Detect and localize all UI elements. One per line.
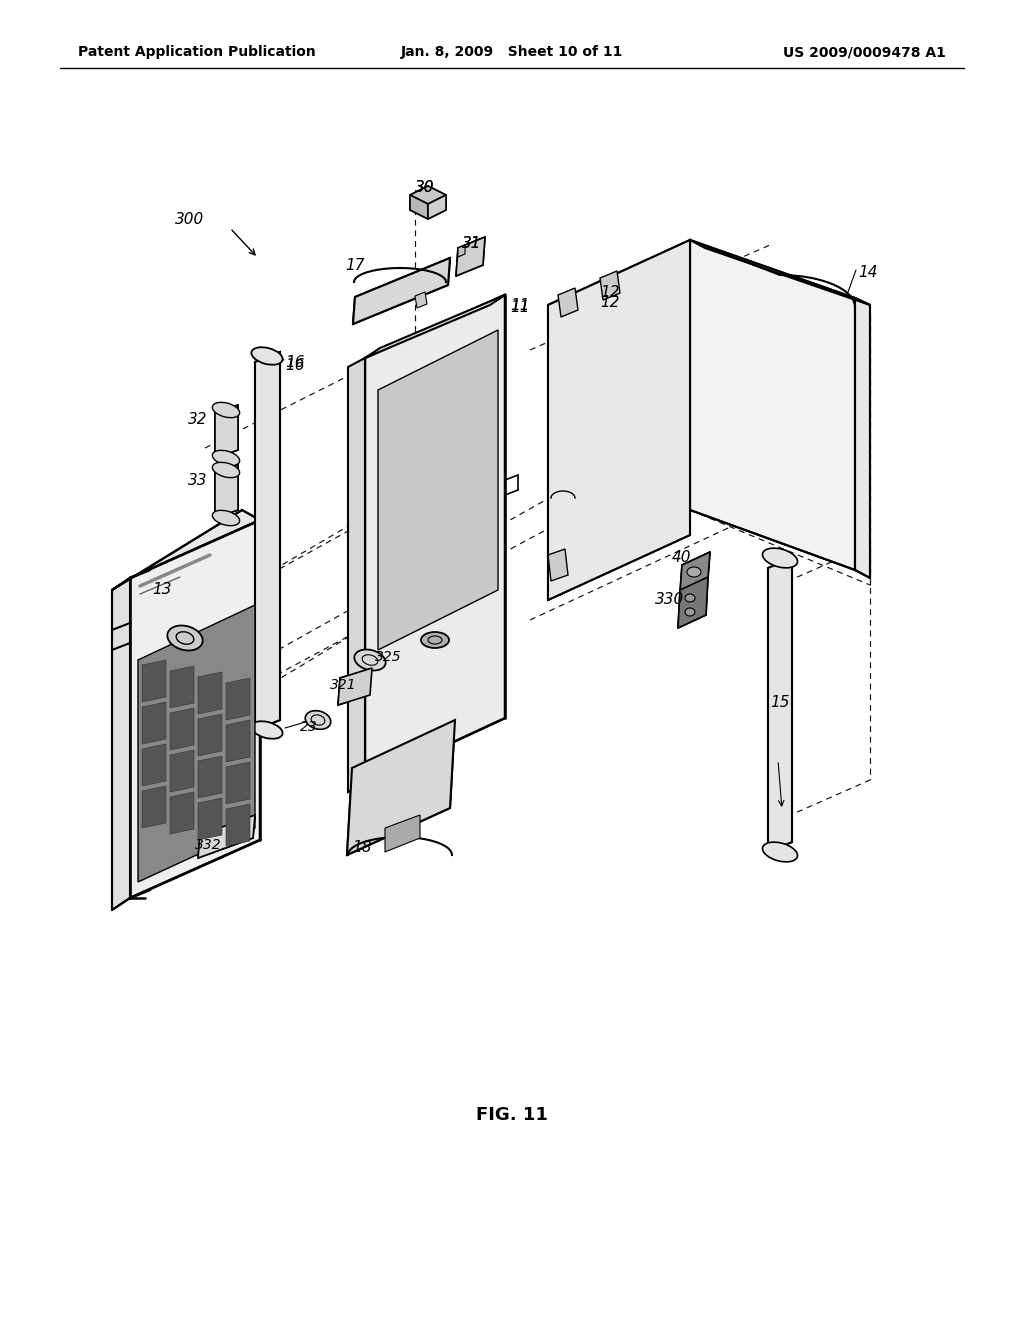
Ellipse shape: [763, 842, 798, 862]
Ellipse shape: [167, 626, 203, 651]
Polygon shape: [215, 405, 238, 458]
Polygon shape: [170, 708, 194, 750]
Text: 16: 16: [285, 358, 304, 374]
Ellipse shape: [687, 568, 701, 577]
Polygon shape: [385, 814, 420, 851]
Text: 31: 31: [462, 236, 481, 251]
Text: 33: 33: [188, 473, 208, 488]
Polygon shape: [255, 352, 280, 730]
Polygon shape: [365, 294, 505, 783]
Polygon shape: [170, 667, 194, 708]
Polygon shape: [365, 294, 505, 358]
Text: 30: 30: [415, 180, 434, 195]
Polygon shape: [558, 288, 578, 317]
Polygon shape: [170, 750, 194, 792]
Polygon shape: [338, 668, 372, 705]
Text: 321: 321: [330, 678, 356, 692]
Text: FIG. 11: FIG. 11: [476, 1106, 548, 1125]
Polygon shape: [458, 246, 465, 257]
Polygon shape: [226, 762, 250, 804]
Polygon shape: [600, 271, 620, 300]
Text: 17: 17: [345, 257, 365, 273]
Polygon shape: [198, 814, 255, 858]
Polygon shape: [226, 719, 250, 762]
Text: 12: 12: [600, 285, 620, 300]
Text: 40: 40: [672, 550, 691, 565]
Polygon shape: [142, 702, 166, 744]
Polygon shape: [198, 672, 222, 714]
Text: 15: 15: [770, 696, 790, 710]
Ellipse shape: [252, 347, 283, 364]
Polygon shape: [142, 785, 166, 828]
Polygon shape: [428, 195, 446, 219]
Polygon shape: [130, 520, 260, 898]
Polygon shape: [690, 240, 855, 570]
Polygon shape: [678, 577, 708, 628]
Text: 330: 330: [655, 591, 684, 607]
Polygon shape: [198, 714, 222, 756]
Text: Jan. 8, 2009   Sheet 10 of 11: Jan. 8, 2009 Sheet 10 of 11: [400, 45, 624, 59]
Text: 14: 14: [858, 265, 878, 280]
Ellipse shape: [685, 594, 695, 602]
Text: 18: 18: [352, 840, 372, 855]
Ellipse shape: [212, 511, 240, 525]
Ellipse shape: [421, 632, 449, 648]
Text: 32: 32: [188, 412, 208, 426]
Text: 325: 325: [375, 649, 401, 664]
Polygon shape: [855, 298, 870, 578]
Polygon shape: [690, 240, 870, 305]
Polygon shape: [548, 549, 568, 581]
Text: 11: 11: [510, 300, 529, 315]
Text: 12: 12: [600, 294, 620, 310]
Polygon shape: [198, 799, 222, 840]
Polygon shape: [348, 358, 365, 792]
Ellipse shape: [685, 609, 695, 616]
Text: 30: 30: [415, 180, 434, 195]
Polygon shape: [142, 744, 166, 785]
Polygon shape: [768, 558, 792, 851]
Ellipse shape: [763, 548, 798, 568]
Polygon shape: [142, 660, 166, 702]
Text: 11: 11: [510, 298, 529, 313]
Text: 23: 23: [300, 719, 317, 734]
Ellipse shape: [354, 649, 386, 671]
Ellipse shape: [212, 462, 240, 478]
Polygon shape: [410, 186, 446, 205]
Text: 16: 16: [285, 355, 304, 370]
Polygon shape: [353, 257, 450, 323]
Ellipse shape: [252, 721, 283, 739]
Ellipse shape: [305, 710, 331, 730]
Text: 300: 300: [175, 213, 204, 227]
Ellipse shape: [212, 403, 240, 417]
Polygon shape: [226, 804, 250, 846]
Text: 13: 13: [152, 582, 171, 597]
Polygon shape: [112, 578, 130, 909]
Polygon shape: [226, 678, 250, 719]
Polygon shape: [347, 719, 455, 855]
Polygon shape: [378, 330, 498, 649]
Text: 31: 31: [462, 236, 481, 251]
Polygon shape: [680, 552, 710, 591]
Ellipse shape: [212, 450, 240, 466]
Text: Patent Application Publication: Patent Application Publication: [78, 45, 315, 59]
Polygon shape: [415, 292, 427, 308]
Polygon shape: [215, 465, 238, 517]
Polygon shape: [456, 238, 485, 276]
Polygon shape: [170, 792, 194, 834]
Text: 332: 332: [195, 838, 221, 851]
Polygon shape: [138, 605, 255, 882]
Text: US 2009/0009478 A1: US 2009/0009478 A1: [783, 45, 946, 59]
Polygon shape: [198, 756, 222, 799]
Polygon shape: [410, 195, 428, 219]
Polygon shape: [548, 240, 690, 601]
Polygon shape: [112, 510, 260, 590]
